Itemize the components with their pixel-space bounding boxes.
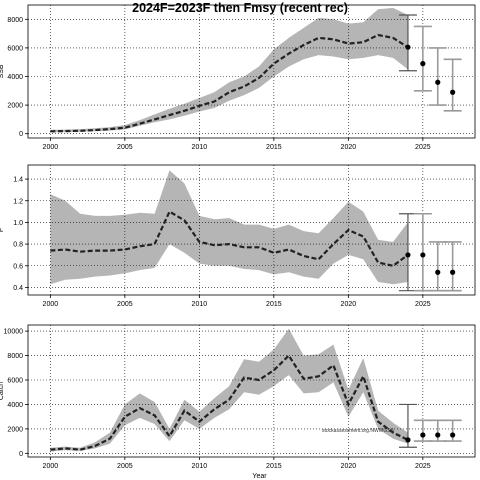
projection-point	[420, 252, 426, 258]
estimate-line	[50, 353, 409, 451]
panel-gap	[0, 309, 480, 321]
plot-frame	[27, 324, 476, 458]
panel-f: 2000 2005 2010 2015 2020 2025 0.4 0.6 0.8 1.0 1.2 1…	[0, 164, 476, 318]
projection-point	[435, 79, 441, 85]
x-tick-label: 2010	[192, 144, 208, 151]
projection-point	[450, 432, 456, 438]
x-tick-label: 2010	[192, 301, 208, 308]
x-tick-label: 2015	[266, 463, 282, 470]
y-tick-label: 10000	[4, 329, 24, 336]
y-axis-label: Catch	[0, 382, 5, 400]
x-tick-label: 2000	[43, 301, 59, 308]
y-tick-label: 0.4	[13, 285, 23, 292]
x-tick-label: 2025	[415, 144, 431, 151]
projection-point	[405, 44, 411, 50]
projection-point	[450, 269, 456, 275]
y-tick-label: 6000	[7, 45, 23, 52]
x-tick-label: 2000	[43, 463, 59, 470]
projection-point	[420, 61, 426, 67]
y-tick-label: 0	[19, 131, 23, 138]
x-tick-label: 2010	[192, 463, 208, 470]
page-title: 2024F=2023F then Fmsy (recent rec)	[132, 1, 348, 15]
x-tick-label: 2005	[117, 144, 133, 151]
x-tick-label: 2025	[415, 301, 431, 308]
y-tick-label: 1.0	[13, 220, 23, 227]
y-tick-label: 8000	[7, 17, 23, 24]
panel-gap	[0, 152, 480, 161]
plot-frame	[27, 164, 476, 296]
x-tick-label: 2020	[341, 301, 357, 308]
projection-point	[435, 269, 441, 275]
y-tick-label: 0.6	[13, 263, 23, 270]
y-tick-label: 0	[19, 451, 23, 458]
y-tick-label: 8000	[7, 353, 23, 360]
y-tick-label: 4000	[7, 74, 23, 81]
confidence-band	[50, 7, 408, 133]
y-tick-label: 6000	[7, 378, 23, 385]
y-tick-label: 1.4	[13, 177, 23, 184]
x-tick-label: 2025	[415, 463, 431, 470]
x-axis-label: Year	[252, 473, 267, 480]
projection-point	[405, 252, 411, 258]
watermark: stockassessment.org.NWWGSA	[322, 428, 394, 434]
x-tick-label: 2005	[117, 301, 133, 308]
projection-point	[450, 89, 456, 95]
y-tick-label: 4000	[7, 402, 23, 409]
x-tick-label: 2020	[341, 144, 357, 151]
panel-ssb: 2000 2005 2010 2015 2020 2025 0 2000 4000 6000 800…	[0, 4, 476, 161]
projection-point	[435, 432, 441, 438]
y-axis-label: SSB	[0, 64, 5, 78]
x-tick-label: 2020	[341, 463, 357, 470]
projection-point	[420, 432, 426, 438]
x-tick-label: 2005	[117, 463, 133, 470]
y-axis-label: F	[0, 228, 5, 232]
plot-frame	[27, 4, 476, 139]
confidence-band	[50, 328, 408, 452]
y-tick-label: 2000	[7, 103, 23, 110]
x-tick-label: 2015	[266, 301, 282, 308]
x-tick-label: 2000	[43, 144, 59, 151]
confidence-band	[50, 170, 408, 285]
y-tick-label: 0.8	[13, 242, 23, 249]
projection-point	[405, 437, 411, 443]
y-tick-label: 1.2	[13, 198, 23, 205]
y-tick-label: 2000	[7, 426, 23, 433]
x-tick-label: 2015	[266, 144, 282, 151]
panel-catch: 2000 2005 2010 2015 2020 2025 0 2000 4000 6000 800…	[0, 324, 476, 480]
estimate-line	[50, 210, 409, 267]
